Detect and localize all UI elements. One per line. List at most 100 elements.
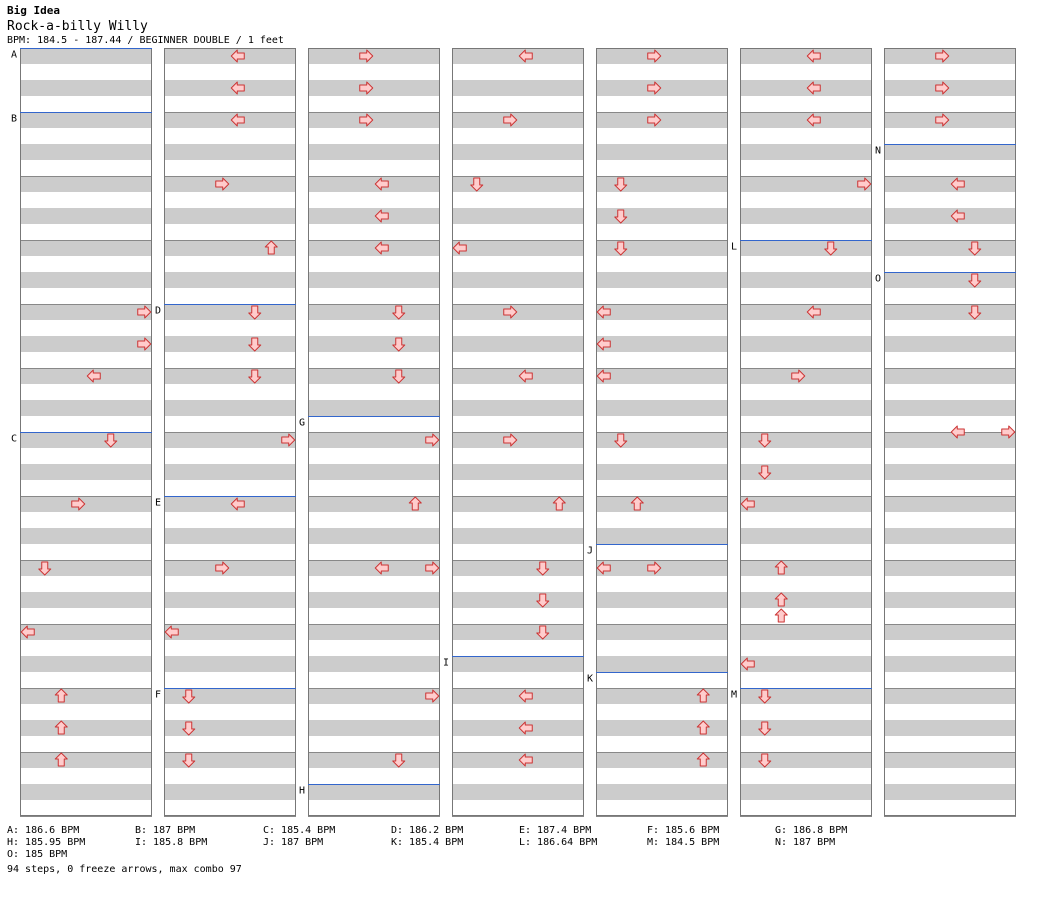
beat-row <box>740 272 872 288</box>
beat-row <box>164 336 296 352</box>
beat-row <box>452 208 584 224</box>
beat-row <box>452 640 584 656</box>
step-arrow-right <box>137 305 152 319</box>
step-arrow-up <box>774 560 788 575</box>
beat-row <box>164 352 296 368</box>
beat-row <box>452 624 584 640</box>
beat-row <box>884 176 1016 192</box>
step-arrow-left <box>230 81 245 95</box>
beat-row <box>164 704 296 720</box>
beat-row <box>308 192 440 208</box>
beat-row <box>740 416 872 432</box>
step-arrow-left <box>230 497 245 511</box>
beat-row <box>20 720 152 736</box>
beat-row <box>740 80 872 96</box>
beat-row <box>596 272 728 288</box>
chart-column-2 <box>164 48 296 817</box>
beat-row <box>740 48 872 64</box>
beat-row <box>596 672 728 688</box>
beat-row <box>164 480 296 496</box>
step-arrow-left <box>374 561 389 575</box>
bpm-legend-entry: N: 187 BPM <box>775 837 836 848</box>
beat-row <box>884 256 1016 272</box>
beat-row <box>740 240 872 256</box>
step-arrow-left <box>20 625 35 639</box>
chart-column-6 <box>740 48 872 817</box>
beat-row <box>884 704 1016 720</box>
beat-row <box>884 112 1016 128</box>
beat-row <box>884 464 1016 480</box>
beat-row <box>596 768 728 784</box>
beat-row <box>164 240 296 256</box>
beat-row <box>596 416 728 432</box>
beat-row <box>452 80 584 96</box>
beat-row <box>20 608 152 624</box>
beat-row <box>740 112 872 128</box>
column-border <box>308 48 440 816</box>
bpm-change-label: E <box>155 498 161 509</box>
beat-row <box>452 384 584 400</box>
beat-row <box>740 784 872 800</box>
beat-row <box>164 224 296 240</box>
step-arrow-down <box>104 433 118 448</box>
beat-row <box>884 560 1016 576</box>
beat-row <box>884 160 1016 176</box>
beat-row <box>20 48 152 64</box>
beat-row <box>308 112 440 128</box>
beat-row <box>308 256 440 272</box>
bpm-legend-entry: A: 186.6 BPM <box>7 825 80 836</box>
beat-row <box>452 160 584 176</box>
beat-row <box>884 576 1016 592</box>
beat-row <box>596 752 728 768</box>
beat-row <box>740 560 872 576</box>
beat-row <box>596 320 728 336</box>
beat-row <box>884 784 1016 800</box>
beat-row <box>20 240 152 256</box>
beat-row <box>452 560 584 576</box>
beat-row <box>308 560 440 576</box>
chart-column-3 <box>308 48 440 817</box>
beat-row <box>884 512 1016 528</box>
beat-row <box>740 96 872 112</box>
beat-row <box>596 240 728 256</box>
beat-row <box>164 272 296 288</box>
beat-row <box>596 528 728 544</box>
step-arrow-left <box>374 177 389 191</box>
beat-row <box>20 272 152 288</box>
beat-row <box>452 288 584 304</box>
bpm-change-label: H <box>299 786 305 797</box>
beat-row <box>452 592 584 608</box>
step-arrow-left <box>374 209 389 223</box>
beat-row <box>164 800 296 816</box>
beat-row <box>164 528 296 544</box>
bpm-legend-entry: K: 185.4 BPM <box>391 837 464 848</box>
beat-row <box>452 464 584 480</box>
beat-row <box>596 688 728 704</box>
beat-row <box>20 784 152 800</box>
beat-row <box>452 128 584 144</box>
chart-column-5 <box>596 48 728 817</box>
beat-row <box>740 624 872 640</box>
beat-row <box>20 576 152 592</box>
beat-row <box>884 368 1016 384</box>
step-arrow-down <box>758 689 772 704</box>
beat-row <box>164 304 296 320</box>
beat-row <box>308 288 440 304</box>
beat-row <box>884 416 1016 432</box>
step-arrow-right <box>503 433 518 447</box>
beat-row <box>20 592 152 608</box>
beat-row <box>308 336 440 352</box>
beat-row <box>20 640 152 656</box>
step-arrow-down <box>614 241 628 256</box>
step-arrow-down <box>968 273 982 288</box>
bpm-change-label: G <box>299 418 305 429</box>
beat-row <box>20 416 152 432</box>
beat-row <box>884 800 1016 816</box>
beat-row <box>740 352 872 368</box>
beat-row <box>452 432 584 448</box>
beat-row <box>740 192 872 208</box>
step-arrow-right <box>857 177 872 191</box>
step-arrow-right <box>71 497 86 511</box>
beat-row <box>452 688 584 704</box>
